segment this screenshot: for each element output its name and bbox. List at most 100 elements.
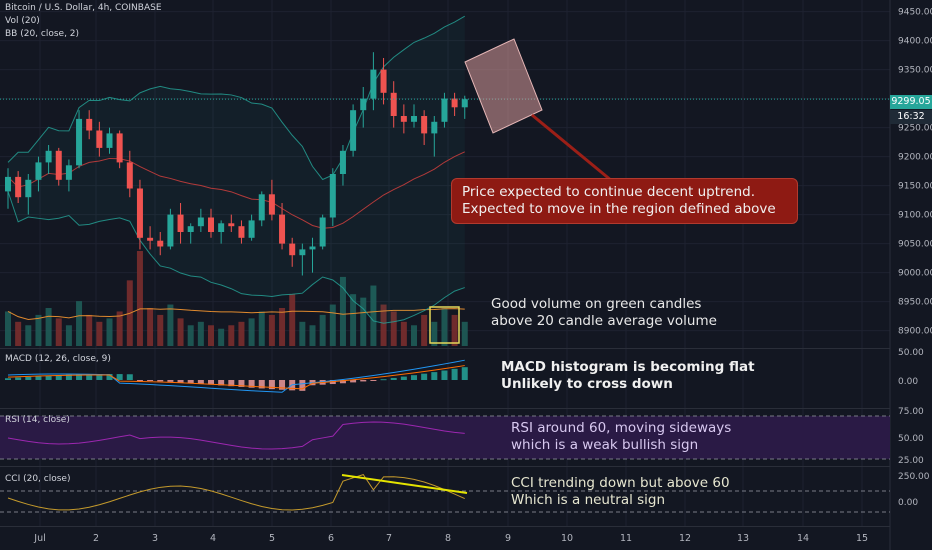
- volume-bar: [147, 308, 154, 346]
- price-scale-label: 9000.00: [898, 269, 932, 279]
- candle-up: [309, 246, 316, 250]
- time-axis-label: 2: [93, 533, 99, 544]
- candle-down: [177, 214, 184, 232]
- candle-down: [96, 130, 103, 148]
- macd-histogram-bar: [299, 380, 306, 391]
- volume-bar: [116, 311, 123, 346]
- macd-histogram-bar: [380, 379, 387, 381]
- volume-bar: [421, 314, 428, 346]
- volume-bar: [177, 318, 184, 346]
- pane-divider[interactable]: [0, 348, 890, 349]
- macd-histogram-bar: [421, 373, 428, 380]
- candle-up: [258, 194, 265, 221]
- macd-histogram-bar: [76, 374, 83, 380]
- volume-bar: [218, 328, 225, 346]
- volume-indicator-label[interactable]: Vol (20): [5, 16, 40, 26]
- macd-note[interactable]: MACD histogram is becoming flat Unlikely…: [501, 359, 755, 393]
- volume-bar: [370, 285, 377, 346]
- callout-connector-line: [531, 113, 613, 183]
- rsi-pane-label[interactable]: RSI (14, close): [5, 415, 70, 425]
- volume-bar: [65, 325, 72, 346]
- bollinger-upper-band: [7, 15, 466, 181]
- price-scale-label: 8950.00: [898, 298, 932, 308]
- time-axis-label: 8: [445, 533, 451, 544]
- candle-up: [248, 220, 255, 238]
- candle-down: [126, 162, 133, 189]
- volume-bar: [96, 321, 103, 346]
- pane-divider[interactable]: [0, 408, 890, 409]
- price-scale-label: 9150.00: [898, 182, 932, 192]
- price-forecast-callout[interactable]: Price expected to continue decent uptren…: [451, 178, 798, 224]
- candle-up: [45, 150, 52, 163]
- candle-down: [451, 98, 458, 108]
- volume-bar: [55, 318, 62, 346]
- candle-up: [187, 226, 194, 232]
- macd-histogram-bar: [279, 380, 286, 390]
- price-scale-label: 9050.00: [898, 240, 932, 250]
- volume-bar: [238, 321, 245, 346]
- macd-histogram-bar: [228, 380, 235, 387]
- volume-note[interactable]: Good volume on green candles above 20 ca…: [491, 296, 717, 330]
- volume-bar: [157, 314, 164, 346]
- macd-histogram-bar: [238, 380, 245, 387]
- rsi-note-line-2: which is a weak bullish sign: [511, 437, 699, 453]
- forecast-region-shape: [464, 38, 543, 134]
- candle-up: [25, 179, 32, 198]
- volume-bar: [451, 314, 458, 346]
- candle-down: [136, 188, 143, 238]
- volume-bar: [380, 304, 387, 346]
- candle-up: [461, 99, 468, 108]
- symbol-title[interactable]: Bitcoin / U.S. Dollar, 4h, COINBASE: [5, 3, 162, 13]
- volume-bar: [5, 311, 11, 346]
- candle-up: [5, 176, 11, 192]
- volume-bar: [86, 314, 93, 346]
- cci-pane-label[interactable]: CCI (20, close): [5, 474, 71, 484]
- volume-bar: [45, 308, 52, 346]
- time-axis-label: 13: [737, 533, 749, 544]
- candle-up: [339, 150, 346, 174]
- last-price-tag: 9299.05: [890, 95, 932, 109]
- candle-down: [208, 217, 214, 232]
- candle-down: [228, 223, 235, 227]
- macd-histogram-bar: [55, 375, 62, 380]
- volume-bar: [197, 321, 204, 346]
- macd-histogram-bar: [218, 380, 225, 386]
- volume-bar: [136, 251, 143, 346]
- pane-divider[interactable]: [0, 466, 890, 467]
- time-axis-label: 5: [269, 533, 275, 544]
- candle-down: [268, 194, 275, 215]
- candle-down: [147, 237, 154, 241]
- cci-note[interactable]: CCI trending down but above 60 Which is …: [511, 475, 730, 509]
- macd-histogram-bar: [339, 380, 346, 384]
- callout-line-2: Expected to move in the region defined a…: [462, 201, 776, 217]
- volume-bar: [268, 314, 275, 346]
- time-axis-divider: [0, 526, 890, 527]
- time-axis-label: 6: [328, 533, 334, 544]
- volume-bar: [309, 325, 316, 346]
- macd-histogram-bar: [45, 375, 52, 380]
- volume-bar: [350, 294, 357, 346]
- macd-note-line-2: Unlikely to cross down: [501, 376, 673, 392]
- macd-histogram-bar: [360, 380, 367, 382]
- macd-line: [7, 359, 465, 393]
- macd-histogram-bar: [390, 377, 397, 380]
- bollinger-indicator-label[interactable]: BB (20, close, 2): [5, 29, 80, 39]
- bollinger-band-fill: [8, 16, 465, 324]
- candle-down: [390, 92, 397, 116]
- volume-bar: [329, 304, 336, 346]
- candle-up: [299, 249, 306, 256]
- time-axis-label: 10: [561, 533, 573, 544]
- volume-bar: [106, 318, 113, 346]
- macd-pane-label[interactable]: MACD (12, 26, close, 9): [5, 354, 111, 364]
- time-axis-label: 9: [505, 533, 511, 544]
- candle-down: [55, 150, 62, 180]
- rsi-scale-label: 25.00: [898, 456, 924, 466]
- candle-up: [35, 162, 42, 180]
- volume-bar: [25, 325, 32, 346]
- volume-bar: [187, 325, 194, 346]
- rsi-note[interactable]: RSI around 60, moving sideways which is …: [511, 420, 731, 454]
- macd-histogram-bar: [451, 368, 458, 380]
- rsi-scale-label: 75.00: [898, 407, 924, 417]
- candle-up: [350, 110, 357, 151]
